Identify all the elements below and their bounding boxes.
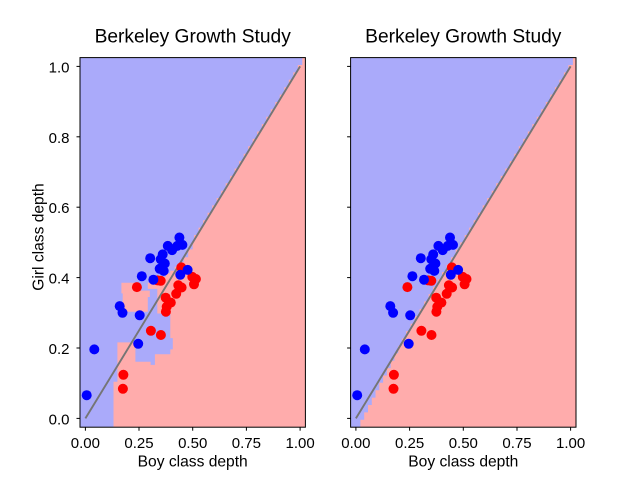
- svg-text:0.8: 0.8: [49, 130, 70, 147]
- svg-text:Boy class depth: Boy class depth: [138, 454, 248, 471]
- svg-text:0.25: 0.25: [395, 435, 424, 452]
- svg-text:0.00: 0.00: [341, 435, 370, 452]
- svg-text:1.0: 1.0: [49, 59, 70, 76]
- svg-text:0.75: 0.75: [502, 435, 531, 452]
- svg-text:0.75: 0.75: [232, 435, 261, 452]
- svg-text:0.00: 0.00: [71, 435, 100, 452]
- svg-text:0.6: 0.6: [49, 200, 70, 217]
- svg-text:Berkeley Growth Study: Berkeley Growth Study: [95, 27, 292, 48]
- svg-text:1.00: 1.00: [285, 435, 314, 452]
- svg-text:Berkeley Growth Study: Berkeley Growth Study: [365, 27, 562, 48]
- svg-text:0.50: 0.50: [449, 435, 478, 452]
- svg-text:0.4: 0.4: [49, 271, 70, 288]
- svg-text:0.2: 0.2: [49, 341, 70, 358]
- svg-text:0.25: 0.25: [124, 435, 153, 452]
- svg-text:Girl class depth: Girl class depth: [31, 183, 48, 290]
- svg-text:0.50: 0.50: [178, 435, 207, 452]
- svg-text:0.0: 0.0: [49, 411, 70, 428]
- svg-text:1.00: 1.00: [556, 435, 585, 452]
- svg-text:Boy class depth: Boy class depth: [408, 454, 518, 471]
